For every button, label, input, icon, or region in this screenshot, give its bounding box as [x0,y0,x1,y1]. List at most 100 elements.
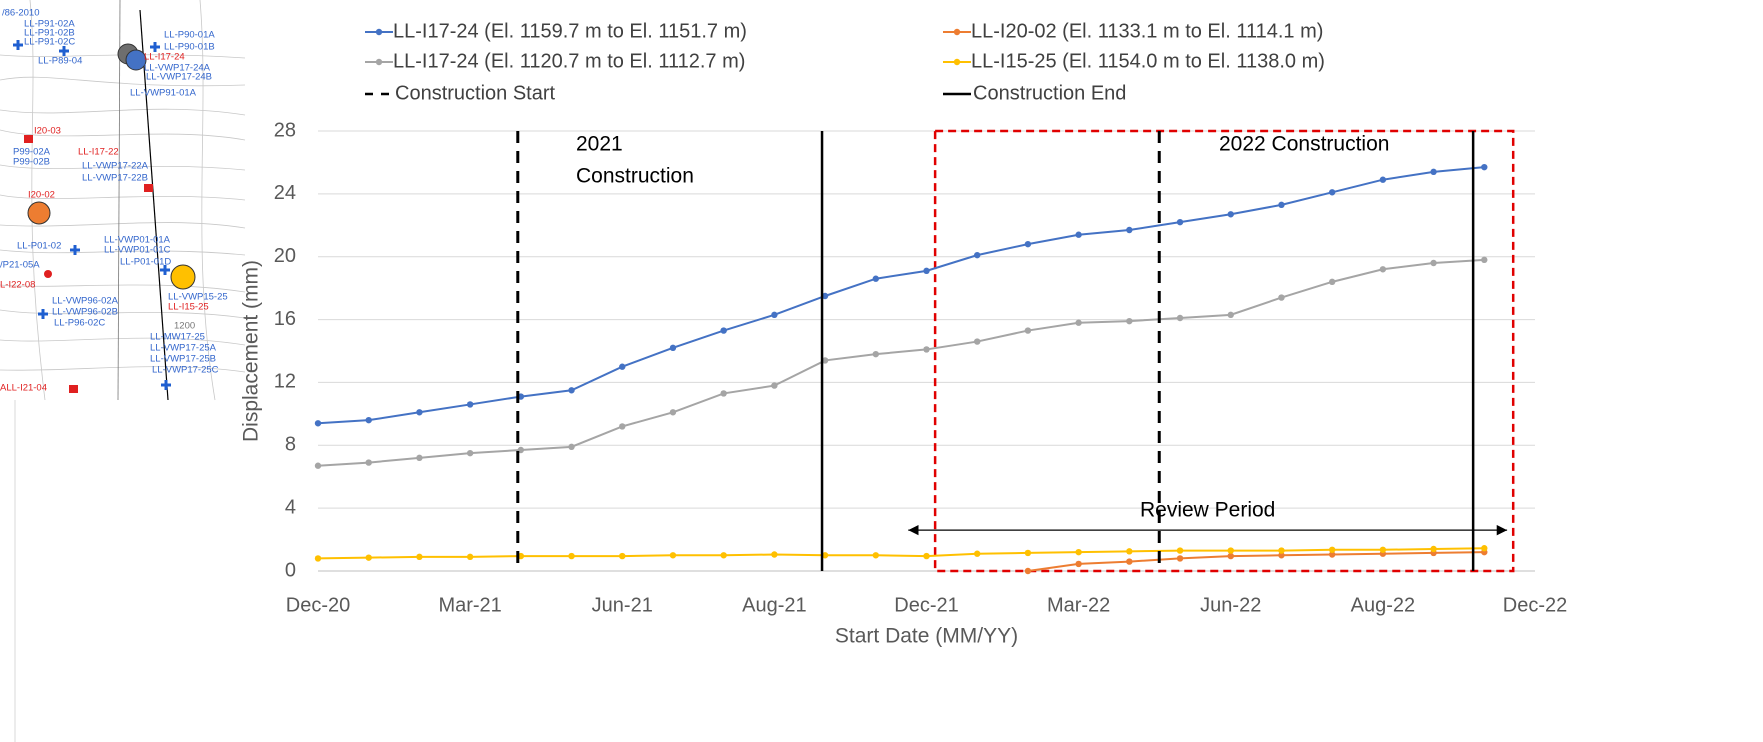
data-point [1176,314,1184,322]
y-tick-label: 20 [274,245,296,267]
annotation: 2021 [576,133,623,156]
x-tick-label: Dec-20 [286,594,350,616]
map-marker [24,135,33,143]
legend-swatch [953,28,961,36]
data-point [1126,317,1133,325]
data-point [821,552,829,559]
data-point [1278,547,1285,554]
data-point [720,390,727,397]
map-label: /86-2010 [2,8,40,19]
data-point [1328,278,1336,286]
y-tick-label: 4 [285,496,296,518]
data-point [1379,266,1387,273]
data-point [1278,201,1285,209]
map-piezometer [160,265,170,275]
data-point [1278,552,1285,559]
y-tick-label: 0 [285,559,296,581]
data-point [416,553,423,561]
annotation: Review Period [1140,499,1275,522]
map-marker [44,270,52,278]
y-axis-label: Displacement (mm) [240,260,263,442]
x-axis-label: Start Date (MM/YY) [835,625,1018,648]
data-point [872,275,879,282]
data-point [1227,547,1234,554]
data-point [619,552,626,560]
data-point [923,267,930,275]
annotation: Construction [576,165,694,188]
data-point [466,553,474,561]
series-line [317,547,1485,560]
legend-label: LL-I17-24 (El. 1159.7 m to El. 1151.7 m) [393,20,747,42]
data-point [314,420,322,427]
map-alignment [139,9,169,401]
map-label: LL-P96-02C [54,318,105,329]
map-label: LL-VWP17-22A [82,161,149,172]
data-point [1379,176,1387,183]
data-point [1126,548,1133,555]
y-tick-label: 16 [274,308,296,330]
data-point [568,387,575,394]
data-point [669,552,677,559]
data-point [619,423,626,430]
data-point [720,327,727,334]
map-label: LL-P91-02A [24,19,75,30]
map-label: LL-P01-02 [17,241,61,252]
data-point [1328,551,1336,558]
map-piezometer [13,40,23,50]
data-point [1227,211,1234,218]
data-point [416,454,423,462]
map-label: LL-MW17-25 [150,332,205,343]
x-tick-label: Aug-22 [1351,594,1416,616]
map-piezometer [70,245,80,255]
map-label: LL-P90-01A [164,30,215,41]
map-label: LL-VWP17-24B [146,72,212,83]
map-contours [0,0,246,401]
map-marker [170,264,196,290]
data-point [923,346,930,353]
data-point [1430,259,1437,267]
data-point [821,292,829,300]
data-point [1126,226,1133,234]
data-point [1379,546,1387,553]
series-line [317,166,1485,425]
map-piezometer [59,46,69,56]
data-point [1176,555,1184,562]
annotation: 2022 Construction [1219,133,1389,156]
map-piezometer [150,42,160,52]
data-point [1328,189,1336,196]
data-point [1126,558,1133,565]
data-point [365,554,372,561]
data-point [771,382,778,389]
x-tick-label: Dec-22 [1503,594,1567,616]
x-tick-label: Jun-21 [592,594,653,616]
data-point [821,357,829,364]
data-point [466,401,474,408]
data-point [1024,567,1032,575]
legend-label: LL-I17-24 (El. 1120.7 m to El. 1112.7 m) [393,50,745,72]
map-label: LL-P89-04 [38,56,82,67]
map-marker [125,49,147,71]
legend-swatch [953,58,961,66]
data-point [568,443,575,451]
series-line [1027,551,1485,572]
data-point [1227,552,1234,560]
map-label: LL-VWP17-25B [150,354,216,365]
x-tick-label: Aug-21 [742,594,807,616]
map-label: 1200 [174,321,195,332]
map-label: LL-P01-01D [120,257,171,268]
data-point [1481,256,1488,264]
data-point [1227,311,1234,319]
data-point [314,555,322,562]
map-label: LL-VWP91-01A [130,88,197,99]
map-label: LL-P90-01B [164,42,215,53]
data-point [1430,545,1437,553]
data-point [872,552,879,559]
map-label: LL-I17-22 [78,147,119,158]
data-point [974,251,981,259]
y-tick-label: 12 [274,371,296,393]
x-tick-label: Dec-21 [894,594,958,616]
data-point [1075,548,1082,556]
x-tick-label: Jun-22 [1200,594,1261,616]
map-label: LL-P91-02C [24,37,75,48]
